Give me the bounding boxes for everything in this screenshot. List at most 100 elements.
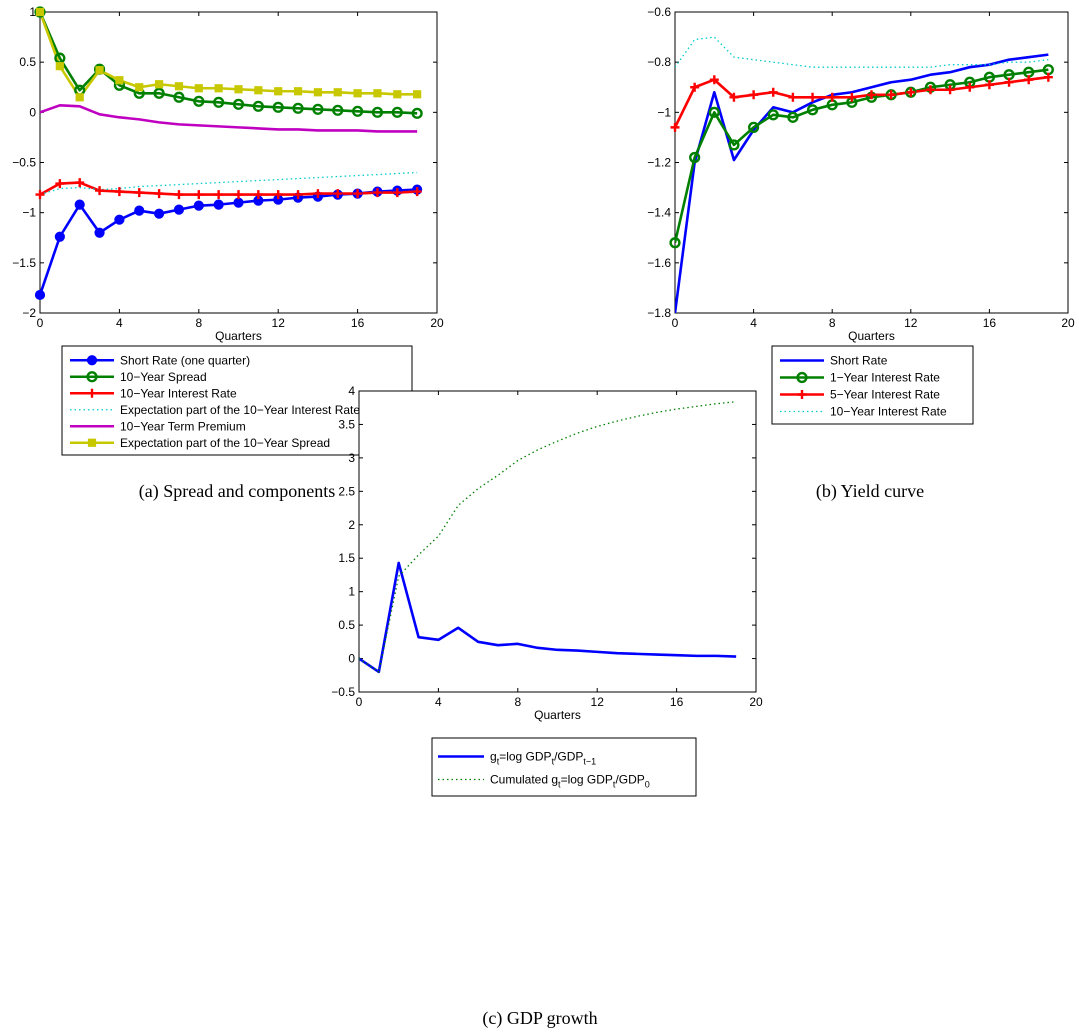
panel-b-ytick-label: −1.8 (647, 306, 671, 320)
panel-c-series-0-line (359, 561, 737, 674)
panel-a-series-2-point (75, 178, 85, 188)
panel-a-series-5-point (75, 93, 84, 102)
panel-b-xaxis-label: Quarters (848, 329, 895, 343)
panel-a-spread-chart: (a) Spread and components 0 4 8 12 16 20 Quart… (12, 5, 444, 502)
panel-a-series-5-point (95, 66, 104, 75)
panel-b-legend-entry: 5−Year Interest Rate (830, 388, 940, 402)
panel-c-xtick-label: 20 (749, 695, 763, 709)
panel-a-series-0-point (154, 208, 165, 219)
panel-b-ytick-label: −1 (657, 105, 671, 119)
panel-a-series-0-point (34, 289, 46, 301)
panel-a-series-5-point (254, 86, 263, 95)
panel-a-series-2-point (273, 190, 283, 200)
panel-a-series-1-point (371, 106, 384, 118)
panel-b-series-2-point (984, 80, 994, 90)
panel-a-series-5-point (274, 87, 283, 96)
panel-b-series-2-point (886, 90, 896, 100)
panel-b-xtick-label: 20 (1061, 316, 1075, 330)
panel-a-series-1-point (391, 106, 403, 118)
panel-a-series-2-point (372, 188, 382, 198)
panel-a-series-2-point (214, 190, 224, 200)
panel-c-legend-box (431, 737, 697, 797)
panel-a-series-1-point (411, 107, 423, 119)
panel-b-series-2-point (1024, 75, 1034, 85)
panel-b-caption: (b) Yield curve (816, 481, 924, 502)
panel-a-xtick-label: 16 (351, 316, 365, 330)
panel-b-legend-entry: Short Rate (830, 354, 888, 368)
panel-b-series-2-point (1043, 72, 1053, 82)
panel-a-series-0-point (173, 204, 185, 215)
panel-a-series-2-point (134, 188, 144, 198)
panel-c-ytick-label: 0.5 (338, 618, 355, 632)
panel-c-ytick-label: 3.5 (338, 417, 355, 431)
panel-b-series-2-point (749, 90, 759, 100)
panel-a-series-1-point (272, 101, 284, 113)
panel-a-series-1-point (193, 95, 205, 107)
panel-b-series-2-point (670, 122, 680, 132)
panel-a-series-1-point (352, 105, 364, 117)
panel-b-series-2-point (867, 90, 876, 100)
panel-a-series-0-point (193, 200, 204, 211)
panel-b-legend-entry: 10−Year Interest Rate (830, 405, 947, 419)
panel-a-series-5-point (293, 87, 303, 96)
panel-a-series-2-point (55, 179, 65, 189)
panel-b-legend-entry: 1−Year Interest Rate (830, 371, 940, 385)
panel-a-series-2-point (114, 187, 124, 197)
panel-b-ytick-label: −0.8 (647, 55, 671, 69)
panel-a-xtick-label: 4 (116, 316, 123, 330)
panel-a-series-5-point (115, 76, 124, 85)
panel-b-ytick-label: −0.6 (647, 5, 671, 19)
panel-a-series-1-point (292, 102, 304, 114)
panel-c-xtick-label: 16 (670, 695, 684, 709)
panel-c-xtick-label: 12 (591, 695, 605, 709)
panel-c-ytick-label: −0.5 (331, 685, 355, 699)
panel-a-series-5-point (214, 84, 223, 93)
panel-a-series-5-point (35, 7, 45, 17)
panel-a-series-5-point (55, 62, 64, 71)
panel-a-legend-entry: Expectation part of the 10−Year Interest… (120, 403, 360, 417)
panel-b-series-2-point (788, 92, 798, 102)
panel-a-series-5-point (174, 82, 184, 91)
panel-c-gdp-growth-chart: (c) GDP growth 0 4 8 12 16 20Quarters43.532.5… (331, 384, 763, 1029)
panel-b-series-1-point (806, 104, 819, 116)
panel-a-legend-box (61, 345, 413, 456)
panel-b-ytick-label: −1.6 (647, 256, 671, 270)
panel-a-caption: (a) Spread and components (139, 481, 335, 502)
panel-a-series-5-point (333, 88, 342, 97)
panel-a-series-0-point (94, 227, 105, 238)
panel-a-axes-frame (39, 11, 438, 314)
panel-a-xtick-label: 20 (430, 316, 444, 330)
panel-b-series-2-point (925, 85, 935, 95)
panel-b-series-2-point (1004, 77, 1014, 87)
panel-c-ytick-label: 2.5 (338, 484, 355, 498)
panel-b-series-1-point (728, 139, 740, 151)
panel-a-series-2-point (174, 190, 184, 200)
panel-a-series-1-point (332, 104, 344, 116)
panel-a-series-1-point (34, 6, 46, 18)
panel-c-xtick-label: 4 (435, 695, 442, 709)
panel-b-series-1-point (689, 151, 701, 164)
panel-a-legend-entry: 10−Year Spread (120, 370, 207, 384)
panel-a-series-5-point (155, 80, 164, 89)
panel-a-series-0-point (233, 197, 244, 208)
panel-a-series-5-point (194, 84, 203, 93)
panel-a-series-0-point (213, 199, 224, 210)
panel-a-ytick-label: −0.5 (12, 156, 36, 170)
panel-c-xtick-label: 0 (356, 695, 363, 709)
panel-a-legend-entry: 10−Year Interest Rate (120, 386, 237, 400)
panel-c-ytick-label: 2 (348, 518, 355, 532)
panel-a-series-1-point (232, 98, 245, 110)
panel-b-series-2-point (709, 75, 719, 85)
panel-a-ytick-label: −1 (22, 206, 36, 220)
panel-b-ytick-label: −1.4 (647, 206, 671, 220)
panel-a-series-0-point (74, 199, 85, 210)
panel-a-ytick-label: −1.5 (12, 256, 36, 270)
panel-b-series-2-point (827, 92, 837, 102)
panel-b-series-1-point (767, 109, 779, 121)
panel-a-series-2-point (293, 190, 303, 200)
panel-a-series-2-point (313, 189, 323, 199)
panel-a-series-2-point (95, 186, 105, 196)
panel-b-series-1-point (787, 111, 799, 123)
panel-b-series-2-point (847, 92, 857, 102)
